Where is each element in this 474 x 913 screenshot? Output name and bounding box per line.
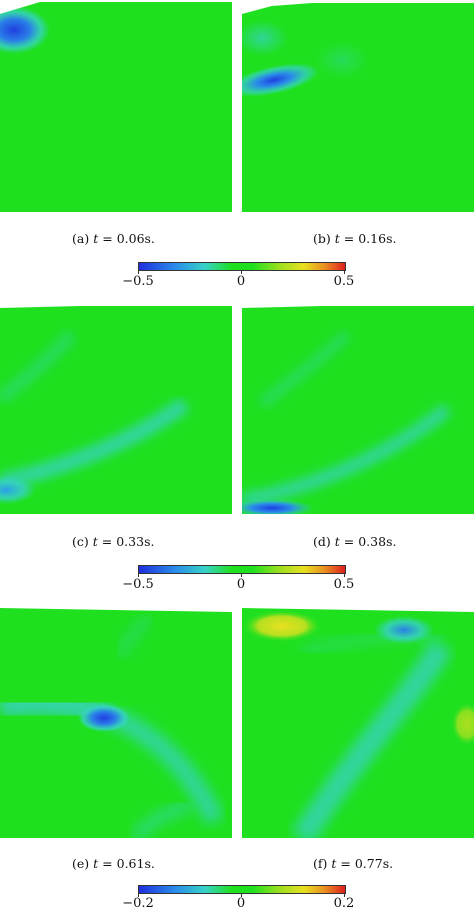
colorbar-1-tick-min bbox=[138, 270, 139, 274]
caption-b-equals: = bbox=[343, 231, 355, 246]
colorbar-2-tick-mid bbox=[241, 573, 242, 577]
panel-b-field bbox=[242, 0, 474, 212]
caption-a-time: 0.06s. bbox=[116, 231, 155, 246]
colorbar-2-mid: 0 bbox=[236, 577, 246, 592]
colorbar-1-max: 0.5 bbox=[333, 274, 355, 289]
caption-f: (f) t = 0.77s. bbox=[313, 856, 393, 871]
caption-f-symbol: t bbox=[331, 856, 337, 871]
panel-a-field bbox=[0, 0, 232, 212]
caption-e-symbol: t bbox=[93, 856, 99, 871]
caption-d-label: (d) bbox=[313, 534, 331, 549]
colorbar-3-tick-max bbox=[344, 893, 345, 897]
panel-c-field bbox=[0, 304, 232, 514]
colorbar-2-min: −0.5 bbox=[122, 577, 154, 592]
colorbar-3-mid: 0 bbox=[236, 896, 246, 911]
caption-e-time: 0.61s. bbox=[116, 856, 155, 871]
caption-e-equals: = bbox=[102, 856, 113, 871]
colorbar-3-max: 0.2 bbox=[333, 896, 355, 911]
colorbar-3-tick-min bbox=[138, 893, 139, 897]
caption-e: (e) t = 0.61s. bbox=[72, 856, 155, 871]
colorbar-3 bbox=[138, 885, 346, 894]
caption-b-symbol: t bbox=[334, 231, 340, 246]
caption-d-equals: = bbox=[343, 534, 355, 549]
colorbar-1-mid: 0 bbox=[236, 274, 246, 289]
colorbar-2-tick-min bbox=[138, 573, 139, 577]
colorbar-3-tick-mid bbox=[241, 893, 242, 897]
caption-d-symbol: t bbox=[334, 534, 340, 549]
caption-c-time: 0.33s. bbox=[116, 534, 155, 549]
caption-a-symbol: t bbox=[93, 231, 99, 246]
panel-d-field bbox=[242, 304, 474, 514]
colorbar-2-max: 0.5 bbox=[333, 577, 355, 592]
colorbar-2 bbox=[138, 565, 346, 574]
caption-b: (b) t = 0.16s. bbox=[313, 231, 396, 246]
caption-c: (c) t = 0.33s. bbox=[72, 534, 154, 549]
caption-d-time: 0.38s. bbox=[358, 534, 397, 549]
caption-f-equals: = bbox=[340, 856, 351, 871]
caption-b-label: (b) bbox=[313, 231, 331, 246]
caption-a-equals: = bbox=[102, 231, 113, 246]
colorbar-2-tick-max bbox=[344, 573, 345, 577]
caption-c-label: (c) bbox=[72, 534, 89, 549]
colorbar-3-min: −0.2 bbox=[122, 896, 154, 911]
caption-c-equals: = bbox=[101, 534, 113, 549]
caption-a: (a) t = 0.06s. bbox=[72, 231, 155, 246]
caption-a-label: (a) bbox=[72, 231, 90, 246]
caption-e-label: (e) bbox=[72, 856, 90, 871]
caption-f-label: (f) bbox=[313, 856, 328, 871]
panel-f-field bbox=[242, 606, 474, 838]
colorbar-1-min: −0.5 bbox=[122, 274, 154, 289]
panel-e-field bbox=[0, 606, 232, 838]
caption-b-time: 0.16s. bbox=[358, 231, 397, 246]
caption-c-symbol: t bbox=[92, 534, 98, 549]
colorbar-1-tick-max bbox=[344, 270, 345, 274]
colorbar-1 bbox=[138, 262, 346, 271]
caption-d: (d) t = 0.38s. bbox=[313, 534, 396, 549]
caption-f-time: 0.77s. bbox=[354, 856, 394, 871]
colorbar-1-tick-mid bbox=[241, 270, 242, 274]
